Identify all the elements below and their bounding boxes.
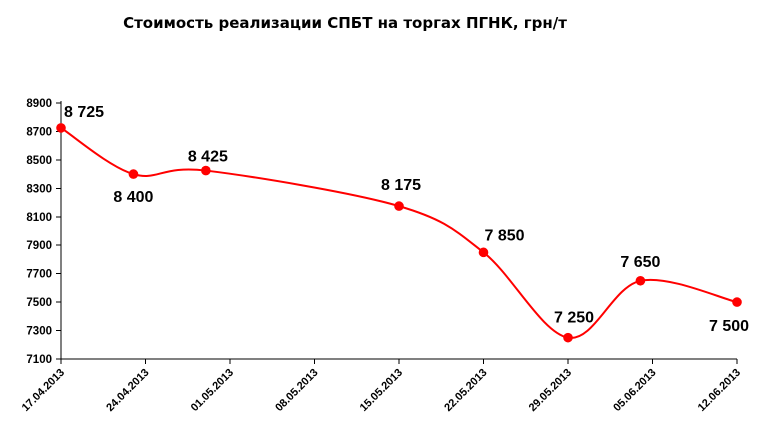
data-point — [478, 247, 489, 258]
y-tick-label: 8900 — [26, 98, 52, 110]
data-label: 7 850 — [484, 227, 524, 244]
x-tick-label: 17.04.2013 — [20, 367, 67, 414]
series-line — [60, 127, 738, 339]
x-tick-label: 22.05.2013 — [442, 367, 489, 414]
y-tick-label: 7700 — [26, 269, 52, 281]
y-tick-label: 8500 — [26, 155, 52, 167]
x-tick-label: 05.06.2013 — [611, 367, 658, 414]
data-label: 8 725 — [64, 104, 104, 121]
data-labels: 8 725 8 400 8 425 8 175 7 850 7 250 7 650 7 500 — [64, 104, 749, 335]
chart-title: Стоимость реализации СПБТ на торгах ПГНК… — [123, 14, 567, 32]
data-label: 7 650 — [620, 254, 660, 271]
x-tick-label: 01.05.2013 — [189, 367, 236, 414]
data-point — [563, 332, 573, 343]
data-point — [732, 297, 742, 307]
x-tick-label: 08.05.2013 — [273, 367, 320, 414]
data-label: 8 425 — [188, 149, 228, 166]
data-label: 8 400 — [113, 189, 153, 206]
x-tick-label: 24.04.2013 — [104, 367, 151, 414]
y-tick-label: 7900 — [26, 240, 52, 252]
data-point — [635, 275, 646, 286]
x-tick-label: 12.06.2013 — [696, 367, 743, 414]
y-tick-label: 8700 — [26, 126, 52, 138]
data-point — [128, 169, 139, 179]
y-tick-label: 7500 — [26, 297, 52, 309]
y-tick-label: 7300 — [26, 326, 52, 338]
x-tick-label: 15.05.2013 — [358, 367, 405, 414]
data-label: 8 175 — [381, 177, 421, 194]
y-tick-label: 7100 — [26, 354, 52, 366]
data-point — [56, 123, 66, 133]
x-tick-label: 29.05.2013 — [527, 367, 574, 414]
data-point — [394, 201, 404, 211]
y-tick-label: 8100 — [26, 212, 52, 224]
data-label: 7 250 — [554, 310, 594, 327]
data-label: 7 500 — [709, 318, 749, 335]
data-point — [201, 165, 211, 176]
series-layer — [56, 123, 742, 343]
y-tick-label: 8300 — [26, 183, 52, 195]
